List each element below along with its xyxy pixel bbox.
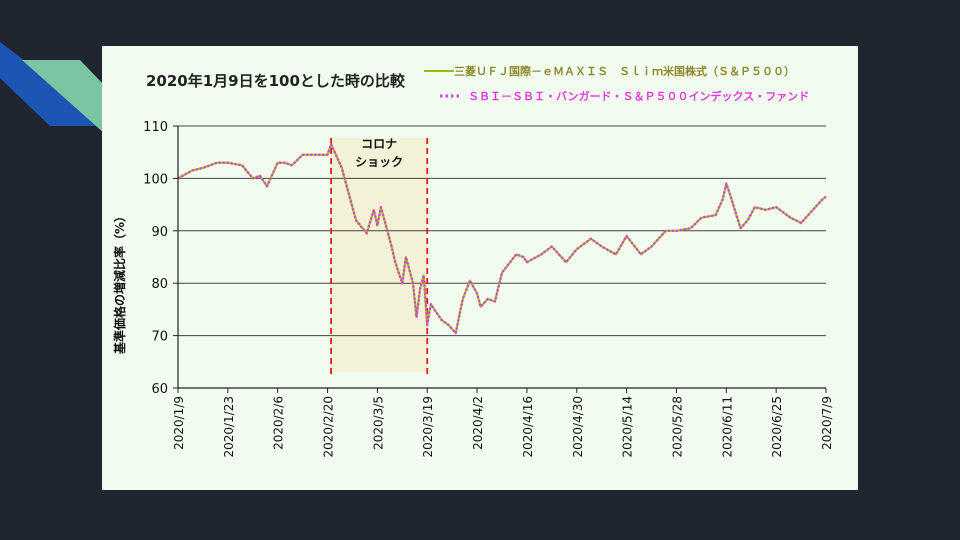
chart-background [102,46,858,490]
x-tick-label: 2020/5/28 [670,396,684,458]
x-tick-label: 2020/3/5 [371,396,385,450]
y-tick-label: 80 [151,277,168,292]
x-tick-label: 2020/5/14 [621,396,635,458]
y-tick-label: 60 [151,382,168,397]
x-tick-label: 2020/6/25 [770,396,784,458]
annotation-line-2: ショック [355,155,403,169]
y-tick-label: 70 [151,330,168,345]
annotation-line-1: コロナ [361,137,397,151]
y-axis-label: 基準価格の増減比率（%） [112,210,127,355]
y-tick-label: 110 [143,120,168,135]
x-tick-label: 2020/2/6 [272,396,286,450]
legend: 三菱ＵＦＪ国際－ｅＭＡＸＩＳ Ｓｌｉｍ米国株式（Ｓ＆Ｐ５００） ＳＢＩ－ＳＢＩ・… [424,64,809,103]
x-tick-label: 2020/6/11 [720,396,734,458]
series-line-sbi [177,143,827,335]
legend-label-sbi: ＳＢＩ－ＳＢＩ・バンガード・Ｓ＆Ｐ５００インデックス・ファンド [468,89,809,103]
y-tick-label: 100 [143,172,168,187]
legend-label-emaxis: 三菱ＵＦＪ国際－ｅＭＡＸＩＳ Ｓｌｉｍ米国株式（Ｓ＆Ｐ５００） [454,64,795,78]
chart-panel: 60 70 80 90 100 110 2020/1/9 2020/1/23 2020/2/6 2… [102,46,858,490]
y-tick-label: 90 [151,225,168,240]
x-tick-label: 2020/1/23 [222,396,236,458]
corona-shock-region [331,138,428,372]
x-tick-label: 2020/4/2 [471,396,485,450]
x-tick-label: 2020/4/16 [521,396,535,458]
x-tick-label: 2020/7/9 [820,396,834,450]
x-tick-label: 2020/1/9 [172,396,186,450]
line-chart: 60 70 80 90 100 110 2020/1/9 2020/1/23 2020/2/6 2… [102,46,858,490]
x-tick-label: 2020/3/19 [421,396,435,458]
chart-title: 2020年1月9日を100とした時の比較 [146,72,406,90]
x-tick-label: 2020/4/30 [571,396,585,458]
x-tick-label: 2020/2/20 [322,396,336,458]
teal-stripe-shape [22,60,105,134]
